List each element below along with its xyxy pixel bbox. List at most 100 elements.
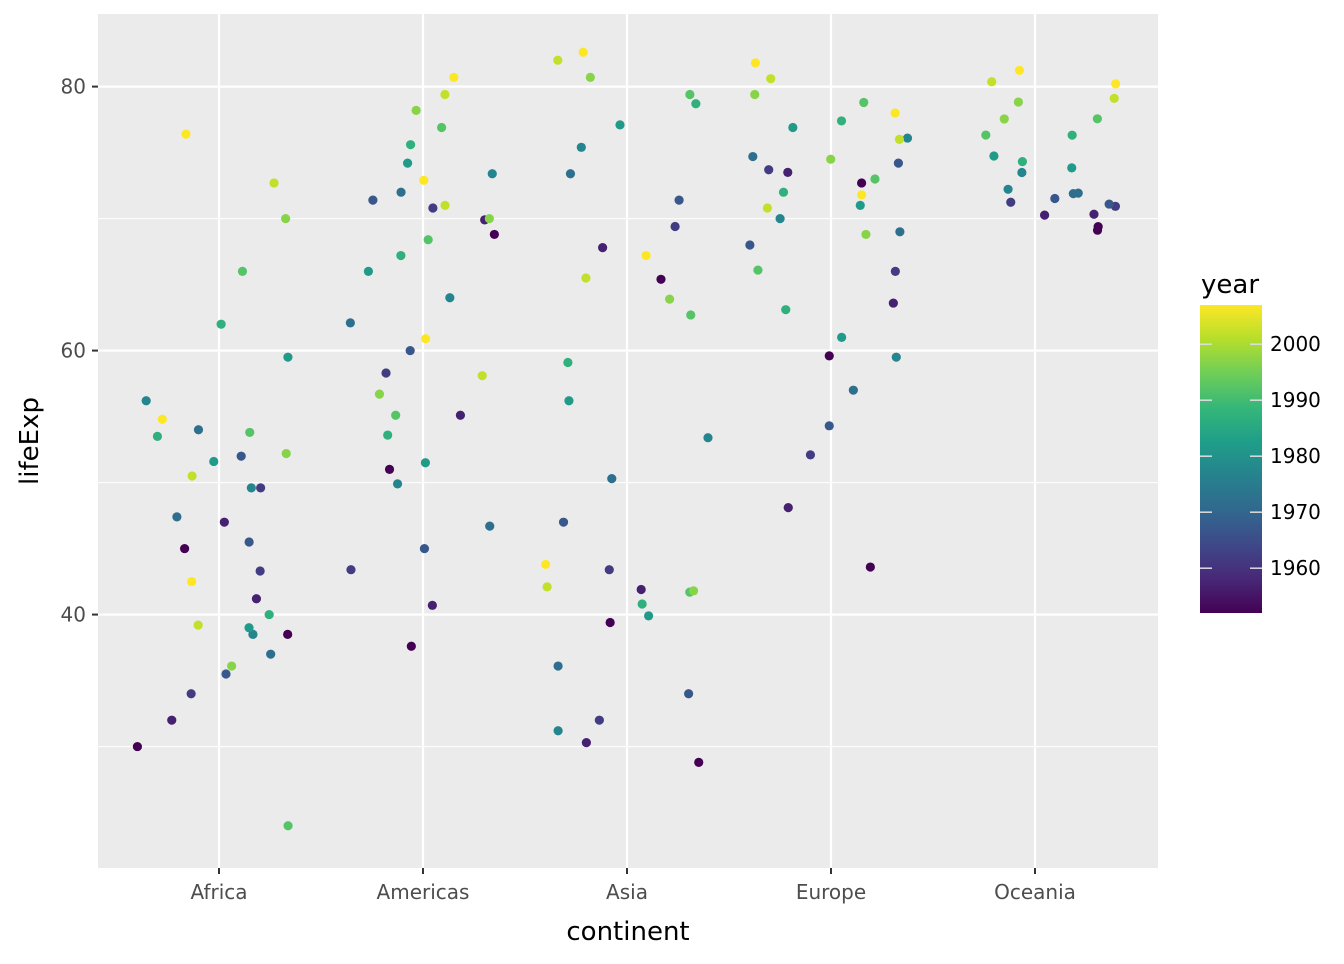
data-point <box>553 726 563 736</box>
colorbar <box>1200 305 1262 613</box>
data-point <box>781 305 791 315</box>
data-point <box>281 448 291 459</box>
data-point <box>405 345 415 356</box>
data-point <box>553 55 563 65</box>
data-point <box>745 240 755 250</box>
data-point <box>824 421 834 431</box>
data-point <box>167 715 177 725</box>
data-point <box>644 611 654 621</box>
data-point <box>1003 184 1013 194</box>
data-point <box>1092 114 1102 124</box>
data-point <box>445 293 455 303</box>
data-point <box>255 566 265 576</box>
data-point <box>245 427 255 438</box>
data-point <box>564 396 574 406</box>
data-point <box>402 158 413 168</box>
data-point <box>411 105 421 115</box>
data-point <box>346 565 356 575</box>
data-point <box>563 357 573 368</box>
data-point <box>637 599 647 609</box>
data-point <box>541 559 551 570</box>
y-axis-ticks: 40 60 80 <box>61 75 98 627</box>
data-point <box>477 371 487 381</box>
data-point <box>694 757 704 768</box>
data-point <box>999 114 1009 124</box>
data-point <box>981 130 991 140</box>
data-point <box>888 298 898 308</box>
data-point <box>283 629 293 639</box>
data-point <box>246 483 256 493</box>
data-point <box>251 594 262 604</box>
data-point <box>748 151 758 162</box>
data-point <box>1014 65 1025 75</box>
data-point <box>636 584 646 595</box>
data-point <box>1017 156 1027 167</box>
data-point <box>141 396 151 406</box>
data-point <box>987 77 997 87</box>
data-point <box>219 517 229 527</box>
x-axis-label: continent <box>566 917 689 947</box>
data-point <box>237 266 248 276</box>
data-point <box>269 178 279 188</box>
data-point <box>392 479 403 489</box>
data-point <box>775 213 785 224</box>
data-point <box>837 332 847 342</box>
data-point <box>691 99 701 109</box>
legend-tick-label: 2000 <box>1270 332 1321 356</box>
data-point <box>283 352 293 362</box>
legend-tick-label: 1970 <box>1270 500 1321 524</box>
data-point <box>236 451 246 461</box>
data-point <box>264 609 274 620</box>
data-point <box>157 414 167 424</box>
data-point <box>1017 167 1027 178</box>
data-point <box>656 274 666 284</box>
data-point <box>484 213 494 224</box>
data-point <box>893 158 904 168</box>
data-point <box>762 203 773 213</box>
data-point <box>152 431 163 441</box>
data-point <box>607 474 617 484</box>
data-point <box>641 250 651 261</box>
data-point <box>753 265 763 275</box>
data-point <box>256 483 266 493</box>
data-point <box>836 116 847 126</box>
data-point <box>419 543 430 554</box>
data-point <box>1013 97 1024 107</box>
data-point <box>542 582 552 592</box>
data-point <box>1089 209 1099 219</box>
data-point <box>585 72 595 82</box>
x-tick-label: Asia <box>606 880 648 904</box>
data-point <box>216 319 226 329</box>
data-point <box>1050 193 1060 204</box>
data-point <box>848 385 858 395</box>
data-point <box>227 661 237 671</box>
data-point <box>489 229 499 240</box>
data-point <box>989 151 999 161</box>
data-point <box>1039 210 1050 220</box>
data-point <box>209 456 219 467</box>
data-point <box>805 450 816 460</box>
legend-tick-label: 1960 <box>1270 556 1321 580</box>
data-point <box>396 250 406 261</box>
data-point <box>1104 199 1114 209</box>
data-point <box>455 410 466 420</box>
data-points <box>132 47 1121 831</box>
data-point <box>244 623 254 633</box>
data-point <box>685 89 695 100</box>
data-point <box>180 543 190 554</box>
legend-tick-label: 1980 <box>1270 444 1321 468</box>
data-point <box>419 175 429 185</box>
data-point <box>193 425 204 435</box>
legend-tick-label: 1990 <box>1270 388 1321 412</box>
data-point <box>688 586 699 596</box>
data-point <box>186 689 196 699</box>
data-point <box>383 430 393 440</box>
data-point <box>363 266 374 276</box>
data-point <box>374 389 385 399</box>
data-point <box>598 243 608 253</box>
data-point <box>766 74 776 84</box>
gridlines <box>98 14 1158 868</box>
data-point <box>283 821 293 831</box>
data-point <box>437 122 447 133</box>
data-point <box>890 266 900 276</box>
